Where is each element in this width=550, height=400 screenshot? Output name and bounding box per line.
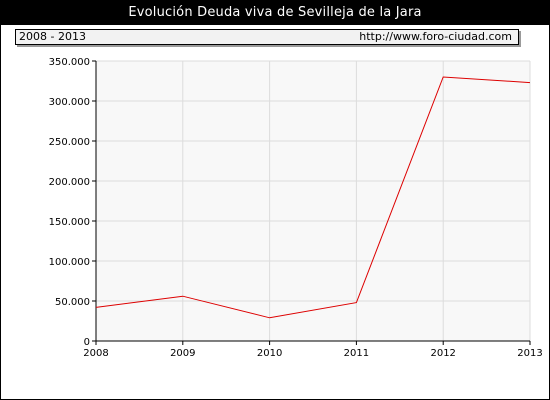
x-tick-label: 2013	[517, 348, 542, 359]
y-tick-label: 100.000	[49, 257, 90, 268]
chart-title: Evolución Deuda viva de Sevilleja de la …	[1, 1, 549, 25]
period-label: 2008 - 2013	[19, 30, 86, 43]
plot-area	[96, 61, 530, 341]
axes	[95, 61, 530, 342]
series-group	[95, 76, 531, 319]
y-axis-ticks: 0 50.000 100.000 150.000 200.000 250.000 300.0…	[49, 57, 96, 348]
series-line	[95, 76, 531, 319]
source-url: http://www.foro-ciudad.com	[359, 30, 512, 43]
x-tick-label: 2010	[257, 348, 282, 359]
grid-lines	[96, 60, 531, 341]
x-tick-label: 2011	[344, 348, 369, 359]
y-tick-label: 250.000	[49, 137, 90, 148]
y-tick-label: 300.000	[49, 97, 90, 108]
info-bar: 2008 - 2013 http://www.foro-ciudad.com	[15, 29, 519, 45]
x-tick-label: 2012	[430, 348, 455, 359]
y-tick-label: 350.000	[49, 57, 90, 68]
y-tick-label: 200.000	[49, 177, 90, 188]
y-tick-label: 50.000	[55, 297, 90, 308]
y-tick-label: 0	[84, 337, 90, 348]
y-tick-label: 150.000	[49, 217, 90, 228]
x-tick-label: 2008	[83, 348, 108, 359]
x-tick-label: 2009	[170, 348, 195, 359]
x-axis-ticks: 2008 2009 2010 2011 2012 2013	[83, 341, 543, 359]
